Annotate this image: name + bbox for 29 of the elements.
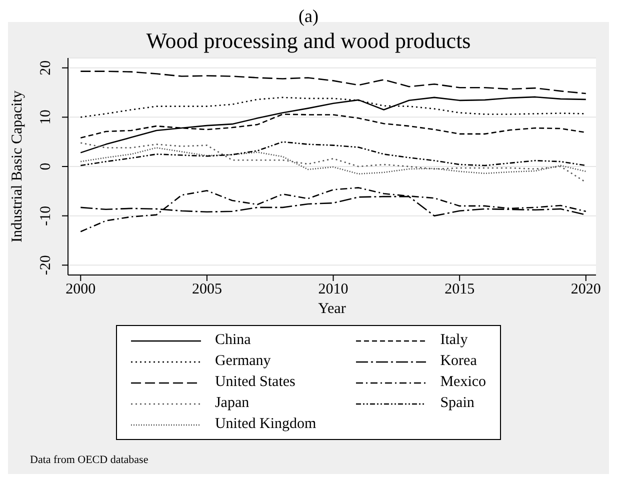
- y-tick-label: 0: [38, 162, 54, 170]
- line-series: [80, 142, 587, 183]
- legend-label: Spain: [440, 395, 474, 412]
- text: (a): [298, 6, 320, 26]
- y-tick-label: 10: [38, 110, 54, 125]
- y-tick-label: 20: [38, 60, 54, 76]
- legend-label: Japan: [214, 395, 250, 412]
- legend-label: Mexico: [440, 374, 486, 391]
- legend-label: Italy: [440, 332, 468, 349]
- x-tick-label: 2015: [444, 282, 475, 298]
- x-tick-label: 2010: [318, 282, 348, 298]
- x-axis-title: Year: [318, 301, 346, 317]
- x-tick-label: 2020: [570, 282, 601, 298]
- y-tick-label: -10: [38, 206, 54, 226]
- legend-label: United States: [214, 374, 296, 391]
- y-tick-label: -20: [38, 255, 54, 276]
- y-axis-title: Industrial Basic Capacity: [9, 90, 26, 242]
- line-series: [80, 141, 587, 166]
- line-series: [80, 70, 587, 94]
- legend-label: United Kingdom: [214, 416, 316, 433]
- legend-label: Korea: [440, 353, 477, 370]
- x-tick-label: 2005: [192, 282, 222, 298]
- chart-title: Wood processing and wood products: [145, 28, 472, 54]
- legend-label: China: [214, 332, 251, 349]
- line-series: [80, 187, 587, 232]
- text: Data from OECD database: [29, 454, 150, 466]
- line-series: [80, 96, 587, 154]
- x-tick-label: 2000: [66, 282, 96, 298]
- legend-label: Germany: [214, 353, 271, 370]
